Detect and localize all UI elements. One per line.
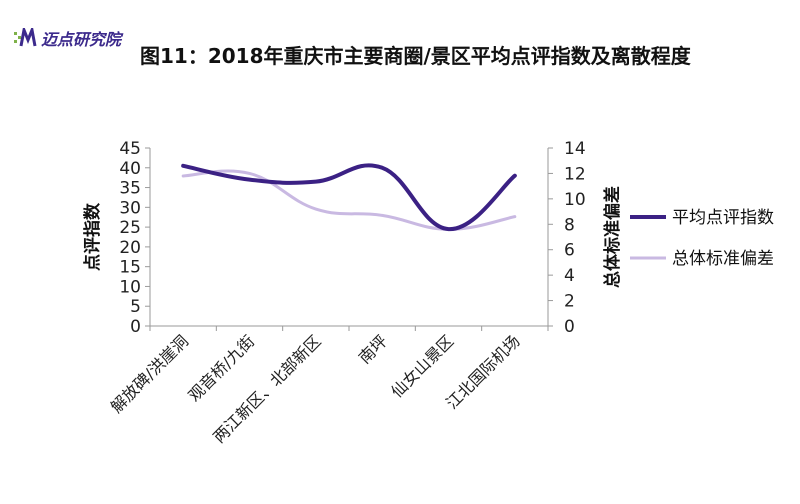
y2-tick-label: 4: [564, 266, 575, 286]
x-tick-label: 南坪: [355, 331, 391, 367]
y-tick-label: 35: [119, 179, 141, 199]
y-tick-label: 45: [119, 139, 141, 159]
legend-label-avg-rating: 平均点评指数: [672, 208, 774, 228]
x-tick-label: 解放碑/洪崖洞: [107, 331, 192, 416]
y-tick-label: 5: [130, 297, 141, 317]
y2-tick-label: 14: [564, 139, 586, 159]
y-axis-title: 点评指数: [82, 202, 103, 271]
series-line-avg-rating: [181, 163, 517, 232]
y2-tick-label: 2: [564, 292, 575, 312]
x-tick-label: 仙女山景区: [387, 331, 457, 401]
legend-label-std-dev: 总体标准偏差: [672, 249, 774, 269]
y-tick-label: 20: [119, 238, 141, 258]
y-tick-label: 10: [119, 277, 141, 297]
y-tick-label: 15: [119, 258, 141, 278]
y-tick-label: 0: [130, 317, 141, 337]
y-tick-label: 25: [119, 218, 141, 238]
series-line-std-dev: [181, 169, 517, 231]
y-tick-label: 30: [119, 198, 141, 218]
y2-tick-label: 8: [564, 215, 575, 235]
y2-axis-title: 总体标准偏差: [602, 186, 623, 288]
y2-tick-label: 0: [564, 317, 575, 337]
y2-tick-label: 10: [564, 190, 586, 210]
logo-text: 迈点研究院: [41, 30, 122, 49]
logo-mark-icon: [14, 24, 38, 48]
y2-tick-label: 6: [564, 241, 575, 261]
y2-tick-label: 12: [564, 164, 586, 184]
chart-title: 图11：2018年重庆市主要商圈/景区平均点评指数及离散程度: [140, 44, 691, 68]
y-tick-label: 40: [119, 159, 141, 179]
brand-logo: 迈点研究院: [14, 24, 122, 50]
